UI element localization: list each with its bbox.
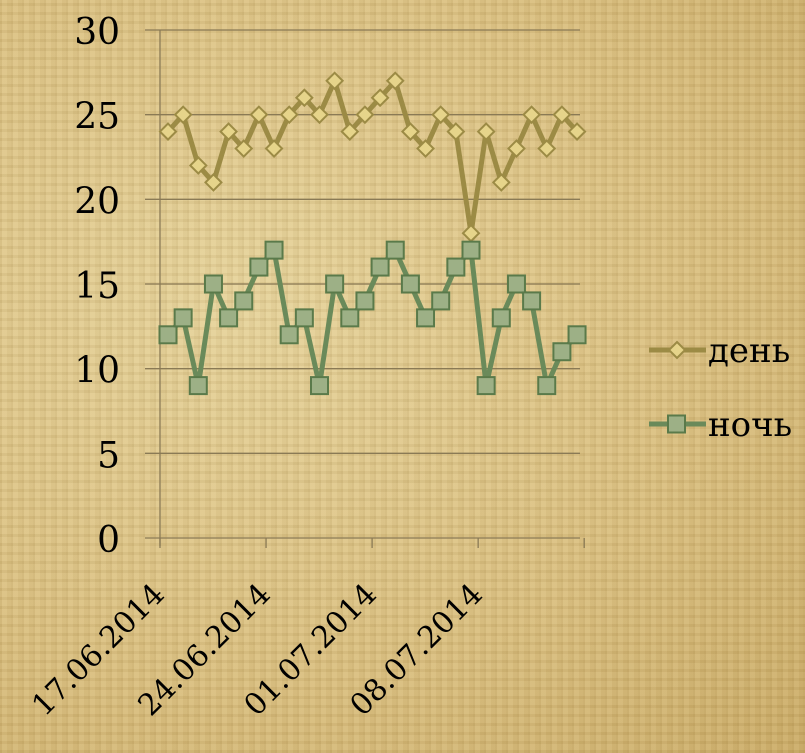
y-tick-label: 15 [74,266,120,307]
data-point [219,308,239,328]
y-tick-label: 25 [74,97,120,138]
data-point [400,122,420,142]
data-point [188,376,208,396]
data-point [234,291,254,311]
data-point [476,122,496,142]
data-point [234,139,254,158]
data-point [279,105,299,125]
data-point [249,105,269,125]
data-point [446,122,466,142]
data-point [461,240,481,260]
data-point [385,240,405,260]
legend-label: ночь [708,405,792,445]
data-point [522,105,542,125]
y-tick-label: 0 [97,520,120,561]
y-tick-labels: 0 5 10 15 20 25 30 [74,12,120,561]
y-tick-label: 10 [74,351,120,392]
data-point [264,139,284,158]
data-point [552,105,572,125]
data-point [431,105,451,125]
data-point [355,291,375,311]
data-point [310,376,329,396]
data-point [507,139,526,158]
data-point [203,274,223,294]
y-tick-label: 30 [74,12,120,53]
data-point [567,325,587,345]
data-point [249,257,269,277]
data-point [173,308,193,328]
data-point [522,291,542,311]
legend: день ночь [649,331,792,445]
data-point [310,105,329,125]
series-1 [158,71,587,243]
data-point [340,308,360,328]
legend-item: ночь [649,405,792,445]
data-point [325,71,345,91]
data-point [537,376,557,396]
data-point [385,71,405,91]
legend-label: день [708,331,790,371]
series-group [158,71,587,396]
data-point [340,122,360,142]
y-tick-label: 5 [97,435,120,476]
data-point [325,274,345,294]
axes [145,30,585,548]
data-point [506,274,526,294]
y-tick-label: 20 [74,181,120,222]
legend-marker [667,340,687,360]
data-point [219,122,239,142]
data-point [264,240,284,260]
legend-marker [667,414,686,434]
data-point [567,122,587,142]
data-point [294,308,314,328]
gridlines [145,29,580,454]
legend-item: день [649,331,790,371]
data-point [355,105,375,125]
data-point [158,122,178,142]
data-point [416,139,435,158]
data-point [173,105,193,125]
series-2 [158,240,587,396]
data-point [491,308,511,328]
data-point [279,325,299,345]
data-point [370,88,390,108]
data-point [491,172,511,192]
data-point [537,139,557,158]
data-point [204,172,223,192]
data-point [446,257,466,277]
data-point [552,342,572,362]
data-point [416,308,436,328]
data-point [370,257,390,277]
data-point [476,376,496,396]
data-point [400,274,420,294]
series-line [166,78,579,236]
data-point [461,223,481,243]
data-point [431,291,451,311]
data-point [188,156,208,175]
data-point [294,88,314,108]
data-point [158,325,178,345]
